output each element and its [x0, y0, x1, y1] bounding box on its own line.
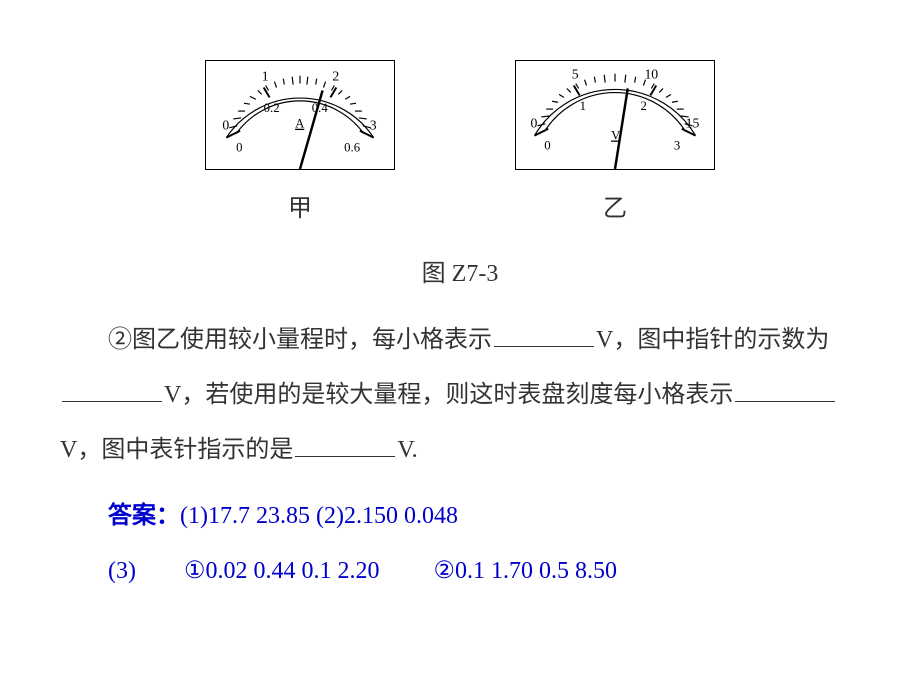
- blank-2: [62, 378, 162, 402]
- ammeter-inner-0: 0: [236, 140, 242, 154]
- answer-label: 答案：: [108, 503, 180, 529]
- answer-line-1: 答案：(1)17.7 23.85 (2)2.150 0.048: [60, 489, 860, 544]
- meters-row: 0 1 2 3 0 0.2 0.4 0.6 A 甲: [60, 60, 860, 223]
- ammeter-outer-3: 3: [370, 118, 377, 133]
- blank-4: [295, 433, 395, 457]
- answer-line2-p2: 0.1 1.70 0.5 8.50: [455, 558, 617, 584]
- answer-line2-prefix: (3): [108, 558, 136, 584]
- q-u4: V.: [397, 437, 417, 463]
- voltmeter-outer-3: 15: [686, 116, 700, 131]
- ammeter-inner-3: 0.6: [344, 140, 360, 154]
- answer-line2-p1: 0.02 0.44 0.1 2.20: [206, 558, 386, 584]
- circled-1: ①: [136, 544, 206, 599]
- q-u3: V，图中表针指示的是: [60, 437, 293, 463]
- meter-right-label: 乙: [603, 188, 627, 223]
- q-u1: V，图中指针的示数为: [596, 327, 829, 353]
- voltmeter-inner-1: 1: [580, 99, 586, 113]
- meter-left-block: 0 1 2 3 0 0.2 0.4 0.6 A 甲: [205, 60, 395, 223]
- voltmeter-outer-2: 10: [644, 67, 658, 82]
- meter-left-label: 甲: [288, 188, 312, 223]
- ammeter-outer-1: 1: [262, 69, 269, 84]
- ammeter-outer-0: 0: [222, 118, 229, 133]
- answer-section: 答案：(1)17.7 23.85 (2)2.150 0.048 (3)①0.02…: [60, 489, 860, 599]
- answer-line1-text: (1)17.7 23.85 (2)2.150 0.048: [180, 503, 458, 529]
- ammeter-inner-1: 0.2: [264, 101, 280, 115]
- blank-3: [735, 378, 835, 402]
- ammeter-unit: A: [295, 117, 305, 131]
- voltmeter-inner-2: 2: [641, 99, 647, 113]
- figure-caption: 图 Z7-3: [60, 253, 860, 288]
- blank-1: [494, 323, 594, 347]
- voltmeter-inner-0: 0: [544, 138, 550, 152]
- circled-2: ②: [386, 544, 456, 599]
- voltmeter-inner-3: 3: [674, 138, 680, 152]
- ammeter-outer-2: 2: [332, 69, 339, 84]
- q-prefix: ②图乙使用较小量程时，每小格表示: [108, 327, 492, 353]
- answer-line-2: (3)①0.02 0.44 0.1 2.20 ②0.1 1.70 0.5 8.5…: [60, 544, 860, 599]
- voltmeter-outer-0: 0: [531, 116, 538, 131]
- voltmeter-outer-1: 5: [572, 67, 579, 82]
- q-u2: V，若使用的是较大量程，则这时表盘刻度每小格表示: [164, 382, 733, 408]
- voltmeter-gauge: 0 5 10 15 0 1 2 3 V: [515, 60, 715, 170]
- question-paragraph: ②图乙使用较小量程时，每小格表示 V，图中指针的示数为 V，若使用的是较大量程，则这…: [60, 313, 860, 479]
- ammeter-gauge: 0 1 2 3 0 0.2 0.4 0.6 A: [205, 60, 395, 170]
- meter-right-block: 0 5 10 15 0 1 2 3 V 乙: [515, 60, 715, 223]
